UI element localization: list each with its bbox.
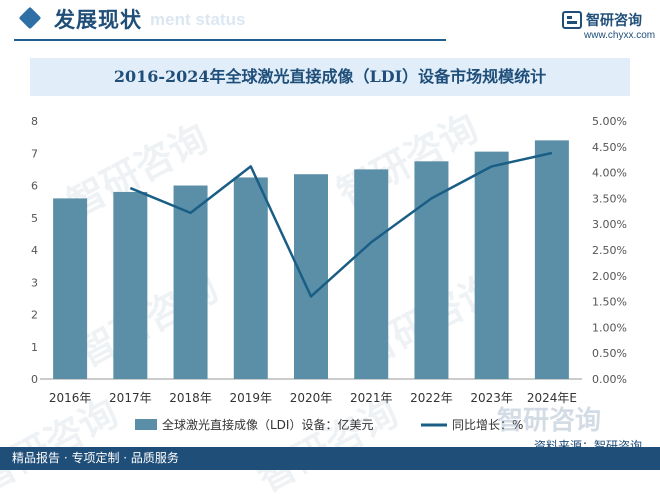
brand-logo-icon — [562, 11, 582, 29]
bar — [534, 140, 569, 379]
y-right-tick-label: 1.00% — [592, 321, 627, 334]
x-tick-label: 2019年 — [230, 391, 273, 405]
y-left-tick-label: 0 — [31, 373, 38, 386]
x-tick-label: 2022年 — [410, 391, 453, 405]
footer-slogan: 精品报告 · 专项定制 · 品质服务 — [12, 451, 179, 465]
y-left-tick-label: 7 — [31, 147, 38, 160]
chart-title-band: 2016-2024年全球激光直接成像（LDI）设备市场规模统计 — [30, 58, 630, 96]
footer-bar: 精品报告 · 专项定制 · 品质服务 — [0, 447, 660, 470]
x-tick-label: 2018年 — [169, 391, 212, 405]
bar — [53, 198, 88, 379]
y-right-tick-label: 0.00% — [592, 373, 627, 386]
corner-brand-watermark: 智研咨询 — [497, 406, 602, 436]
y-left-tick-label: 3 — [31, 276, 38, 289]
x-tick-label: 2021年 — [350, 391, 393, 405]
y-right-tick-label: 3.50% — [592, 192, 627, 205]
y-left-tick-label: 8 — [31, 115, 38, 128]
header-subtitle-watermark: ment status — [150, 10, 246, 29]
brand-block: 智研咨询 www.chyxx.com — [562, 8, 658, 44]
bar — [233, 177, 268, 379]
y-right-tick-label: 4.50% — [592, 141, 627, 154]
y-right-tick-label: 0.50% — [592, 347, 627, 360]
bar — [354, 169, 389, 379]
bar — [113, 191, 148, 379]
bar — [414, 161, 449, 379]
x-tick-label: 2024年E — [527, 391, 577, 405]
brand-name: 智研咨询 — [586, 13, 642, 29]
brand-url: www.chyxx.com — [584, 30, 656, 41]
page-header: ment status 发展现状 — [0, 0, 660, 44]
y-right-tick-label: 2.50% — [592, 244, 627, 257]
legend-bar-label: 全球激光直接成像（LDI）设备：亿美元 — [162, 417, 373, 432]
chart-title: 2016-2024年全球激光直接成像（LDI）设备市场规模统计 — [113, 67, 547, 86]
y-left-tick-label: 1 — [31, 341, 38, 354]
growth-line — [129, 151, 553, 298]
y-left-tick-label: 6 — [31, 180, 38, 193]
y-left-tick-label: 5 — [31, 212, 38, 225]
y-left-tick-label: 2 — [31, 309, 38, 322]
legend-line-label: 同比增长：% — [452, 418, 523, 432]
legend-bar-swatch — [135, 419, 157, 430]
x-tick-label: 2023年 — [470, 391, 513, 405]
x-tick-label: 2017年 — [109, 391, 152, 405]
y-right-tick-label: 2.00% — [592, 270, 627, 283]
page-title: 发展现状 — [54, 8, 142, 32]
bar-line-chart: 0 1 2 3 4 5 6 7 8 0.00% 0.50% 1.00% 1.50% 2.00% 2.50% 3… — [31, 115, 627, 432]
x-tick-label: 2016年 — [49, 391, 92, 405]
bar — [173, 185, 208, 379]
header-underline — [14, 39, 446, 41]
y-right-tick-label: 5.00% — [592, 115, 627, 128]
bar — [294, 174, 328, 379]
y-left-tick-label: 4 — [31, 244, 38, 257]
y-right-tick-label: 4.00% — [592, 167, 627, 180]
bar — [474, 151, 509, 379]
y-right-tick-label: 3.00% — [592, 218, 627, 231]
y-right-tick-label: 1.50% — [592, 296, 627, 309]
x-tick-label: 2020年 — [290, 391, 333, 405]
